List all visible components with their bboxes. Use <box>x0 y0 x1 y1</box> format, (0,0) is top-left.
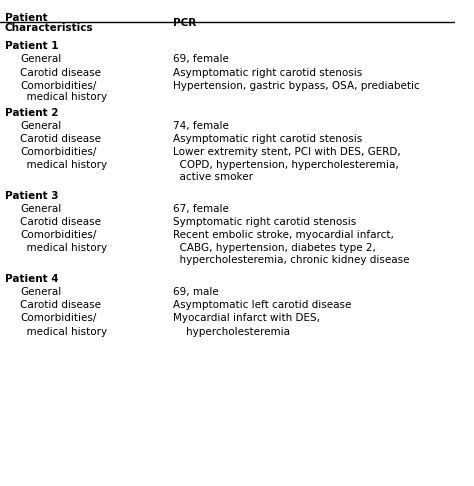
Text: hypercholesteremia, chronic kidney disease: hypercholesteremia, chronic kidney disea… <box>173 255 410 265</box>
Text: 74, female: 74, female <box>173 121 229 131</box>
Text: General: General <box>20 204 62 214</box>
Text: Patient: Patient <box>5 13 47 23</box>
Text: General: General <box>20 287 62 297</box>
Text: Patient 1: Patient 1 <box>5 41 58 52</box>
Text: Comorbidities/: Comorbidities/ <box>20 230 97 241</box>
Text: hypercholesteremia: hypercholesteremia <box>173 327 290 337</box>
Text: Patient 2: Patient 2 <box>5 108 58 118</box>
Text: medical history: medical history <box>20 243 108 254</box>
Text: 69, male: 69, male <box>173 287 219 297</box>
Text: Symptomatic right carotid stenosis: Symptomatic right carotid stenosis <box>173 217 356 227</box>
Text: medical history: medical history <box>20 327 108 337</box>
Text: active smoker: active smoker <box>173 172 253 182</box>
Text: Asymptomatic right carotid stenosis: Asymptomatic right carotid stenosis <box>173 134 362 144</box>
Text: Myocardial infarct with DES,: Myocardial infarct with DES, <box>173 313 320 324</box>
Text: Comorbidities/: Comorbidities/ <box>20 81 97 91</box>
Text: Recent embolic stroke, myocardial infarct,: Recent embolic stroke, myocardial infarc… <box>173 230 394 241</box>
Text: Characteristics: Characteristics <box>5 23 93 34</box>
Text: COPD, hypertension, hypercholesteremia,: COPD, hypertension, hypercholesteremia, <box>173 160 399 171</box>
Text: Hypertension, gastric bypass, OSA, prediabetic: Hypertension, gastric bypass, OSA, predi… <box>173 81 419 91</box>
Text: General: General <box>20 121 62 131</box>
Text: 69, female: 69, female <box>173 54 229 65</box>
Text: Comorbidities/: Comorbidities/ <box>20 313 97 324</box>
Text: Carotid disease: Carotid disease <box>20 134 101 144</box>
Text: Comorbidities/: Comorbidities/ <box>20 147 97 157</box>
Text: Asymptomatic right carotid stenosis: Asymptomatic right carotid stenosis <box>173 68 362 78</box>
Text: Asymptomatic left carotid disease: Asymptomatic left carotid disease <box>173 300 351 311</box>
Text: 67, female: 67, female <box>173 204 229 214</box>
Text: Carotid disease: Carotid disease <box>20 68 101 78</box>
Text: Carotid disease: Carotid disease <box>20 217 101 227</box>
Text: PCR: PCR <box>173 18 196 28</box>
Text: Patient 4: Patient 4 <box>5 274 58 284</box>
Text: medical history: medical history <box>20 92 108 103</box>
Text: Lower extremity stent, PCI with DES, GERD,: Lower extremity stent, PCI with DES, GER… <box>173 147 401 157</box>
Text: Carotid disease: Carotid disease <box>20 300 101 311</box>
Text: Patient 3: Patient 3 <box>5 191 58 201</box>
Text: CABG, hypertension, diabetes type 2,: CABG, hypertension, diabetes type 2, <box>173 243 376 254</box>
Text: medical history: medical history <box>20 160 108 171</box>
Text: General: General <box>20 54 62 65</box>
